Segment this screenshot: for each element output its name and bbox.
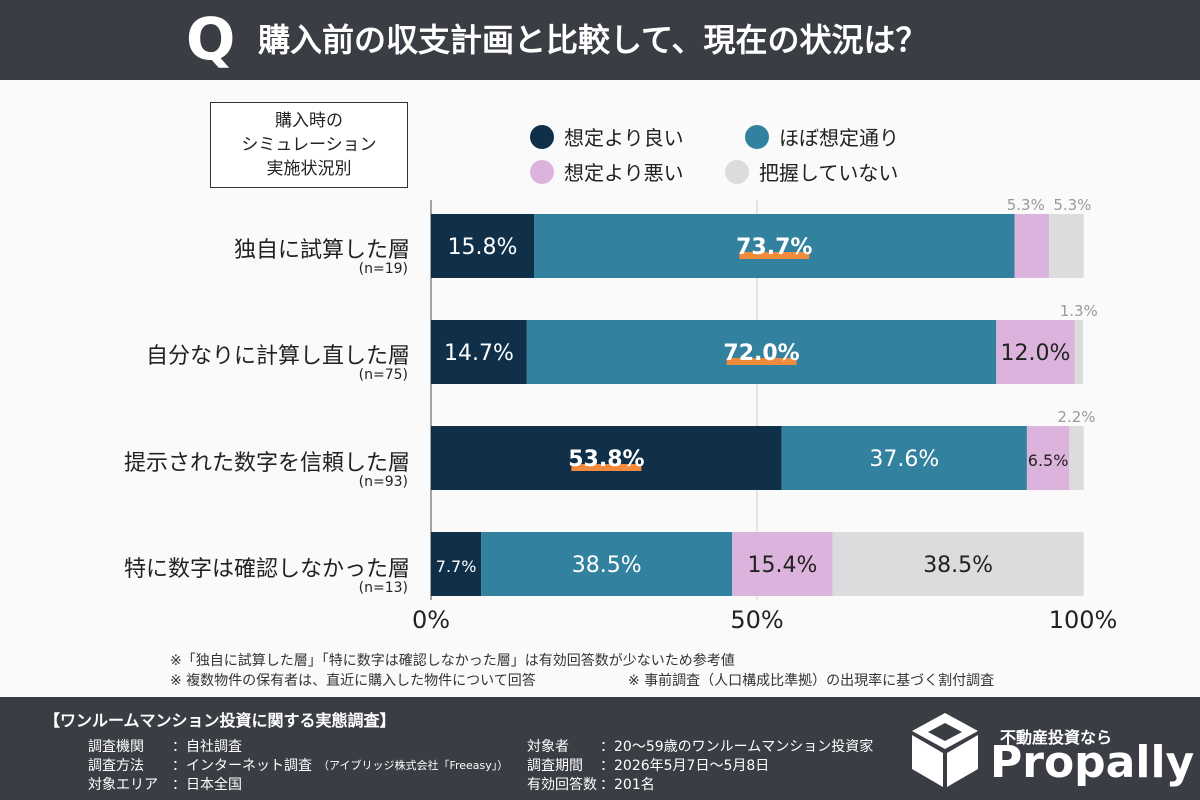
bar-segment-r3-s2 bbox=[781, 426, 1027, 490]
data-label-r3-s4: 2.2% bbox=[1057, 408, 1095, 426]
bar-segment-r3-s4 bbox=[1069, 426, 1084, 490]
group-label-line-1: 購入時の bbox=[275, 111, 343, 131]
note-2: ※ 複数物件の保有者は、直近に購入した物件について回答 bbox=[170, 673, 536, 689]
category-n-4: (n=13) bbox=[358, 580, 408, 596]
footer-right-key-2: 調査期間 bbox=[527, 758, 583, 774]
legend-dot-unknown bbox=[725, 159, 749, 184]
bar-segment-r2-s4 bbox=[1074, 320, 1083, 384]
footer-right-value-2: ：2026年5月7日～5月8日 bbox=[600, 758, 770, 774]
bar-segment-r3-s1 bbox=[431, 426, 782, 490]
bar-segment-r4-s2 bbox=[481, 532, 733, 596]
survey-title: 【ワンルームマンション投資に関する実態調査】 bbox=[44, 711, 396, 730]
x-tick-100: 100% bbox=[1048, 606, 1118, 634]
data-label-r1-s2: 73.7% bbox=[736, 235, 812, 260]
bar-segment-r1-s4 bbox=[1049, 214, 1084, 278]
legend-label-worse: 想定より悪い bbox=[564, 161, 684, 185]
x-tick-0: 0% bbox=[411, 606, 451, 634]
category-n-3: (n=93) bbox=[358, 474, 408, 490]
footer-right-key-1: 対象者 bbox=[527, 739, 569, 755]
brand-logo-text: Propally bbox=[990, 737, 1195, 788]
footer-right-value-3: ：201名 bbox=[600, 777, 655, 793]
legend-dot-better bbox=[530, 124, 554, 149]
footer-left-value-2: ：インターネット調査 bbox=[172, 758, 312, 774]
data-label-r1-s1: 15.8% bbox=[448, 235, 518, 260]
bar-segment-r2-s3 bbox=[996, 320, 1075, 384]
legend-label-expected: ほぼ想定通り bbox=[779, 126, 899, 150]
q-mark: Q bbox=[186, 5, 236, 73]
category-label-2: 自分なりに計算し直した層 bbox=[145, 344, 410, 369]
data-label-r4-s2: 38.5% bbox=[572, 553, 642, 578]
footer-left-value-1: ：自社調査 bbox=[172, 739, 242, 755]
brand-tagline: 不動産投資なら bbox=[1000, 728, 1113, 747]
data-label-r3-s1: 53.8% bbox=[568, 447, 644, 472]
bar-segment-r2-s1 bbox=[431, 320, 527, 384]
group-label-line-3: 実施状況別 bbox=[266, 159, 352, 179]
bar-segment-r2-s2 bbox=[526, 320, 997, 384]
legend-label-unknown: 把握していない bbox=[759, 161, 899, 185]
footer-right-key-3: 有効回答数 bbox=[527, 777, 597, 793]
page-title: 購入前の収支計画と比較して、現在の状況は？ bbox=[258, 21, 928, 59]
bar-segment-r4-s1 bbox=[431, 532, 482, 596]
legend-label-better: 想定より良い bbox=[564, 126, 684, 150]
data-label-r3-s2: 37.6% bbox=[869, 447, 939, 472]
legend-dot-expected bbox=[745, 124, 769, 149]
data-label-r2-s3: 12.0% bbox=[1000, 341, 1070, 366]
footer-left-extra-2: （アイブリッジ株式会社「Freeasy」） bbox=[318, 759, 509, 772]
highlight-underline-r1-s2 bbox=[739, 252, 810, 259]
footer-left-key-2: 調査方法 bbox=[88, 758, 144, 774]
highlight-underline-r3-s1 bbox=[571, 464, 642, 471]
category-label-4: 特に数字は確認しなかった層 bbox=[123, 557, 410, 582]
data-label-r3-s3: 6.5% bbox=[1028, 451, 1069, 470]
data-label-r2-s4: 1.3% bbox=[1060, 302, 1098, 320]
data-label-r1-s3: 5.3% bbox=[1007, 196, 1045, 214]
category-label-3: 提示された数字を信頼した層 bbox=[123, 451, 410, 476]
footer-left-key-1: 調査機関 bbox=[88, 739, 144, 755]
category-n-1: (n=19) bbox=[358, 261, 408, 277]
note-3: ※ 事前調査（人口構成比準拠）の出現率に基づく割付調査 bbox=[628, 673, 995, 689]
data-label-r2-s1: 14.7% bbox=[444, 341, 514, 366]
bar-segment-r1-s3 bbox=[1014, 214, 1050, 278]
footer-right-value-1: ：20～59歳のワンルームマンション投資家 bbox=[600, 739, 874, 755]
data-label-r2-s2: 72.0% bbox=[723, 341, 799, 366]
group-label-line-2: シミュレーション bbox=[241, 135, 377, 155]
legend-dot-worse bbox=[530, 159, 554, 184]
cube-logo-icon bbox=[912, 713, 978, 787]
group-label-box: 購入時の シミュレーション 実施状況別 bbox=[210, 102, 408, 188]
bar-segment-r4-s4 bbox=[832, 532, 1084, 596]
legend-item-expected: ほぼ想定通り bbox=[745, 122, 899, 151]
legend-item-worse: 想定より悪い bbox=[530, 157, 684, 186]
bar-segment-r1-s2 bbox=[534, 214, 1015, 278]
footer-left-value-3: ：日本全国 bbox=[172, 777, 242, 793]
legend-item-better: 想定より良い bbox=[530, 122, 684, 151]
data-label-r4-s4: 38.5% bbox=[923, 553, 993, 578]
category-n-2: (n=75) bbox=[358, 367, 408, 383]
footer-left-key-3: 対象エリア bbox=[88, 777, 158, 793]
data-label-r1-s4: 5.3% bbox=[1053, 196, 1091, 214]
note-1: ※「独自に試算した層」「特に数字は確認しなかった層」は有効回答数が少ないため参考… bbox=[170, 653, 735, 669]
bar-segment-r3-s3 bbox=[1026, 426, 1070, 490]
footer-bar: 【ワンルームマンション投資に関する実態調査】 調査機関 ：自社調査 調査方法 ：… bbox=[0, 697, 1200, 800]
data-label-r4-s1: 7.7% bbox=[436, 557, 477, 576]
bar-segment-r4-s3 bbox=[732, 532, 833, 596]
highlight-underline-r2-s2 bbox=[726, 358, 797, 365]
legend-item-unknown: 把握していない bbox=[725, 157, 898, 186]
data-label-r4-s3: 15.4% bbox=[747, 553, 817, 578]
bar-segment-r1-s1 bbox=[431, 214, 535, 278]
header-bar: Q 購入前の収支計画と比較して、現在の状況は？ bbox=[0, 0, 1200, 80]
x-tick-50: 50% bbox=[730, 606, 784, 634]
category-label-1: 独自に試算した層 bbox=[233, 238, 410, 263]
